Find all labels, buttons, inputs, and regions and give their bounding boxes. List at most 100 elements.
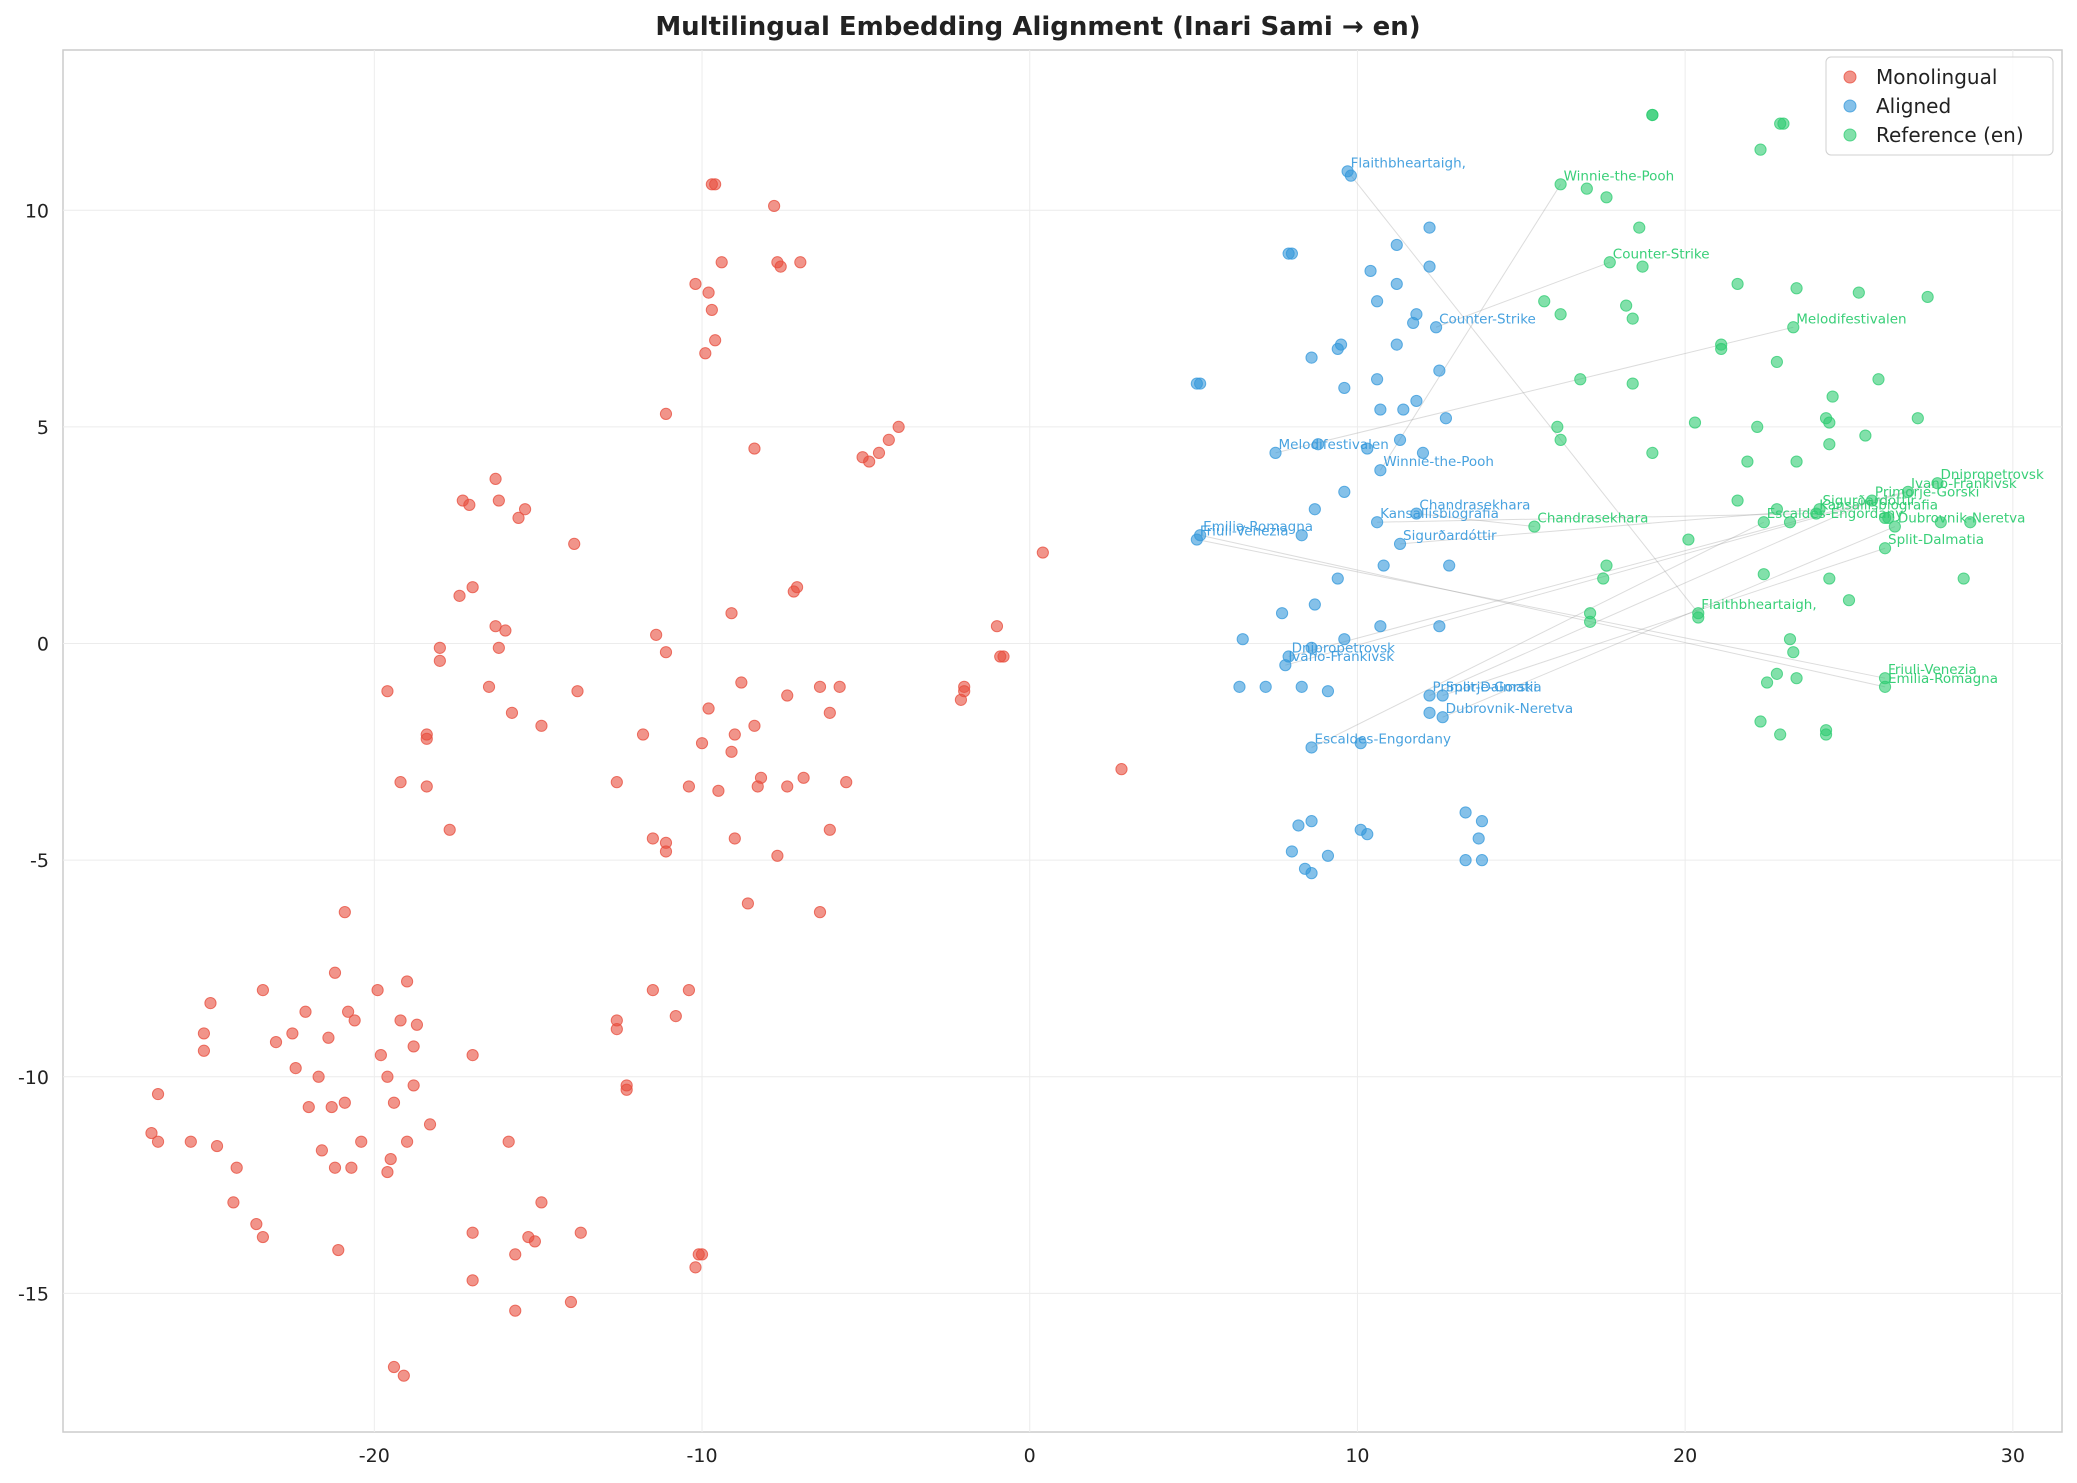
reference-en-point [1584, 615, 1597, 628]
monolingual-point [994, 650, 1007, 663]
x-tick-label: 30 [2001, 1445, 2025, 1467]
aligned-word-label: Counter-Strike [1439, 311, 1536, 327]
reference-word-label: Dubrovnik-Neretva [1898, 511, 2026, 527]
monolingual-point [492, 641, 505, 654]
alignment-line [1416, 513, 1535, 528]
axis-ticks: -20 -10 0 10 20 30 10 5 0 -5 -10 -15 [18, 200, 2025, 1467]
reference-en-point [1823, 416, 1836, 429]
aligned-point [1374, 464, 1387, 477]
aligned-point [1361, 442, 1374, 455]
aligned-point [1194, 529, 1207, 542]
reference-en-point [1692, 611, 1705, 624]
reference-en-point [1715, 342, 1728, 356]
monolingual-point [682, 780, 696, 793]
legend: Monolingual Aligned Reference (en) [1825, 56, 2054, 156]
reference-en-point [1964, 516, 1977, 529]
reference-en-point [1921, 290, 1934, 304]
aligned-point [1433, 620, 1446, 633]
monolingual-point [322, 1031, 335, 1044]
monolingual-point [400, 975, 414, 988]
y-tick-label: -5 [30, 850, 49, 872]
reference-en-point [1760, 676, 1774, 689]
monolingual-point [407, 1040, 420, 1053]
monolingual-point [289, 1061, 302, 1075]
monolingual-point [571, 685, 584, 698]
reference-en-point [1600, 191, 1613, 204]
aligned-point [1275, 607, 1289, 620]
monolingual-point [725, 745, 738, 758]
monolingual-point [443, 823, 456, 836]
reference-en-point [1823, 438, 1836, 451]
monolingual-point [840, 776, 853, 789]
aligned-word-label: Sigurðardóttir [1403, 528, 1497, 544]
aligned-word-label: Chandrasekhara [1419, 498, 1530, 514]
monolingual-point [709, 334, 722, 347]
aligned-point [1259, 680, 1272, 693]
monolingual-point [505, 706, 519, 719]
legend-label: Aligned [1876, 94, 1951, 118]
monolingual-point [1036, 546, 1049, 559]
reference-en-point [1810, 507, 1823, 520]
reference-en-point [1878, 680, 1892, 693]
monolingual-point [741, 897, 755, 910]
monolingual-point [400, 1135, 414, 1148]
monolingual-point [250, 1217, 263, 1231]
x-tick-label: -10 [687, 1445, 718, 1467]
aligned-word-label: Kansallisbiografia [1380, 506, 1499, 522]
reference-word-label: Primorje-Gorski [1875, 485, 1979, 501]
aligned-point [1364, 264, 1377, 278]
monolingual-point [781, 780, 794, 793]
alignment-line [1429, 500, 1873, 696]
data-points [145, 108, 1977, 1382]
monolingual-point [210, 1139, 224, 1153]
aligned-point [1305, 815, 1318, 828]
aligned-point [1416, 446, 1430, 460]
monolingual-point [610, 1022, 623, 1036]
aligned-point [1443, 559, 1456, 572]
reference-en-point [1777, 117, 1790, 130]
reference-en-point [1757, 568, 1770, 581]
monolingual-point [518, 503, 532, 516]
monolingual-point [695, 737, 709, 750]
monolingual-point [568, 537, 581, 550]
reference-word-label: Ivano-Frankivsk [1911, 476, 2017, 492]
monolingual-point [856, 451, 869, 464]
reference-en-point [1574, 373, 1587, 386]
monolingual-point [748, 719, 761, 732]
aligned-point [1279, 659, 1292, 672]
reference-en-point [1626, 312, 1639, 325]
aligned-point [1423, 260, 1436, 273]
aligned-point [1423, 221, 1436, 234]
monolingual-point [302, 1100, 315, 1114]
monolingual-point [407, 1079, 420, 1092]
monolingual-point [512, 511, 525, 524]
monolingual-point [492, 494, 505, 507]
aligned-point [1194, 377, 1207, 390]
reference-en-point [1823, 572, 1836, 585]
y-tick-label: 10 [25, 200, 49, 222]
aligned-point [1374, 403, 1387, 416]
reference-en-point [1774, 728, 1787, 741]
monolingual-point [371, 984, 384, 997]
monolingual-point [768, 199, 781, 213]
monolingual-point [394, 1014, 407, 1027]
aligned-point [1344, 169, 1357, 182]
aligned-point [1429, 321, 1443, 334]
monolingual-point [702, 286, 715, 299]
reference-en-point [1597, 572, 1610, 585]
x-tick-label: 0 [1024, 1445, 1036, 1467]
monolingual-point [394, 776, 407, 789]
monolingual-point [204, 997, 217, 1010]
monolingual-point [355, 1135, 368, 1148]
monolingual-point [342, 1005, 355, 1018]
monolingual-point [682, 984, 696, 997]
reference-en-point [1790, 282, 1803, 295]
monolingual-point [387, 1096, 401, 1109]
aligned-point [1370, 373, 1384, 386]
monolingual-point [509, 1304, 522, 1317]
monolingual-point [499, 624, 512, 637]
monolingual-point [797, 771, 810, 784]
reference-en-point [1551, 420, 1564, 434]
reference-word-label: Winnie-the-Pooh [1564, 168, 1675, 184]
monolingual-point [381, 685, 394, 698]
